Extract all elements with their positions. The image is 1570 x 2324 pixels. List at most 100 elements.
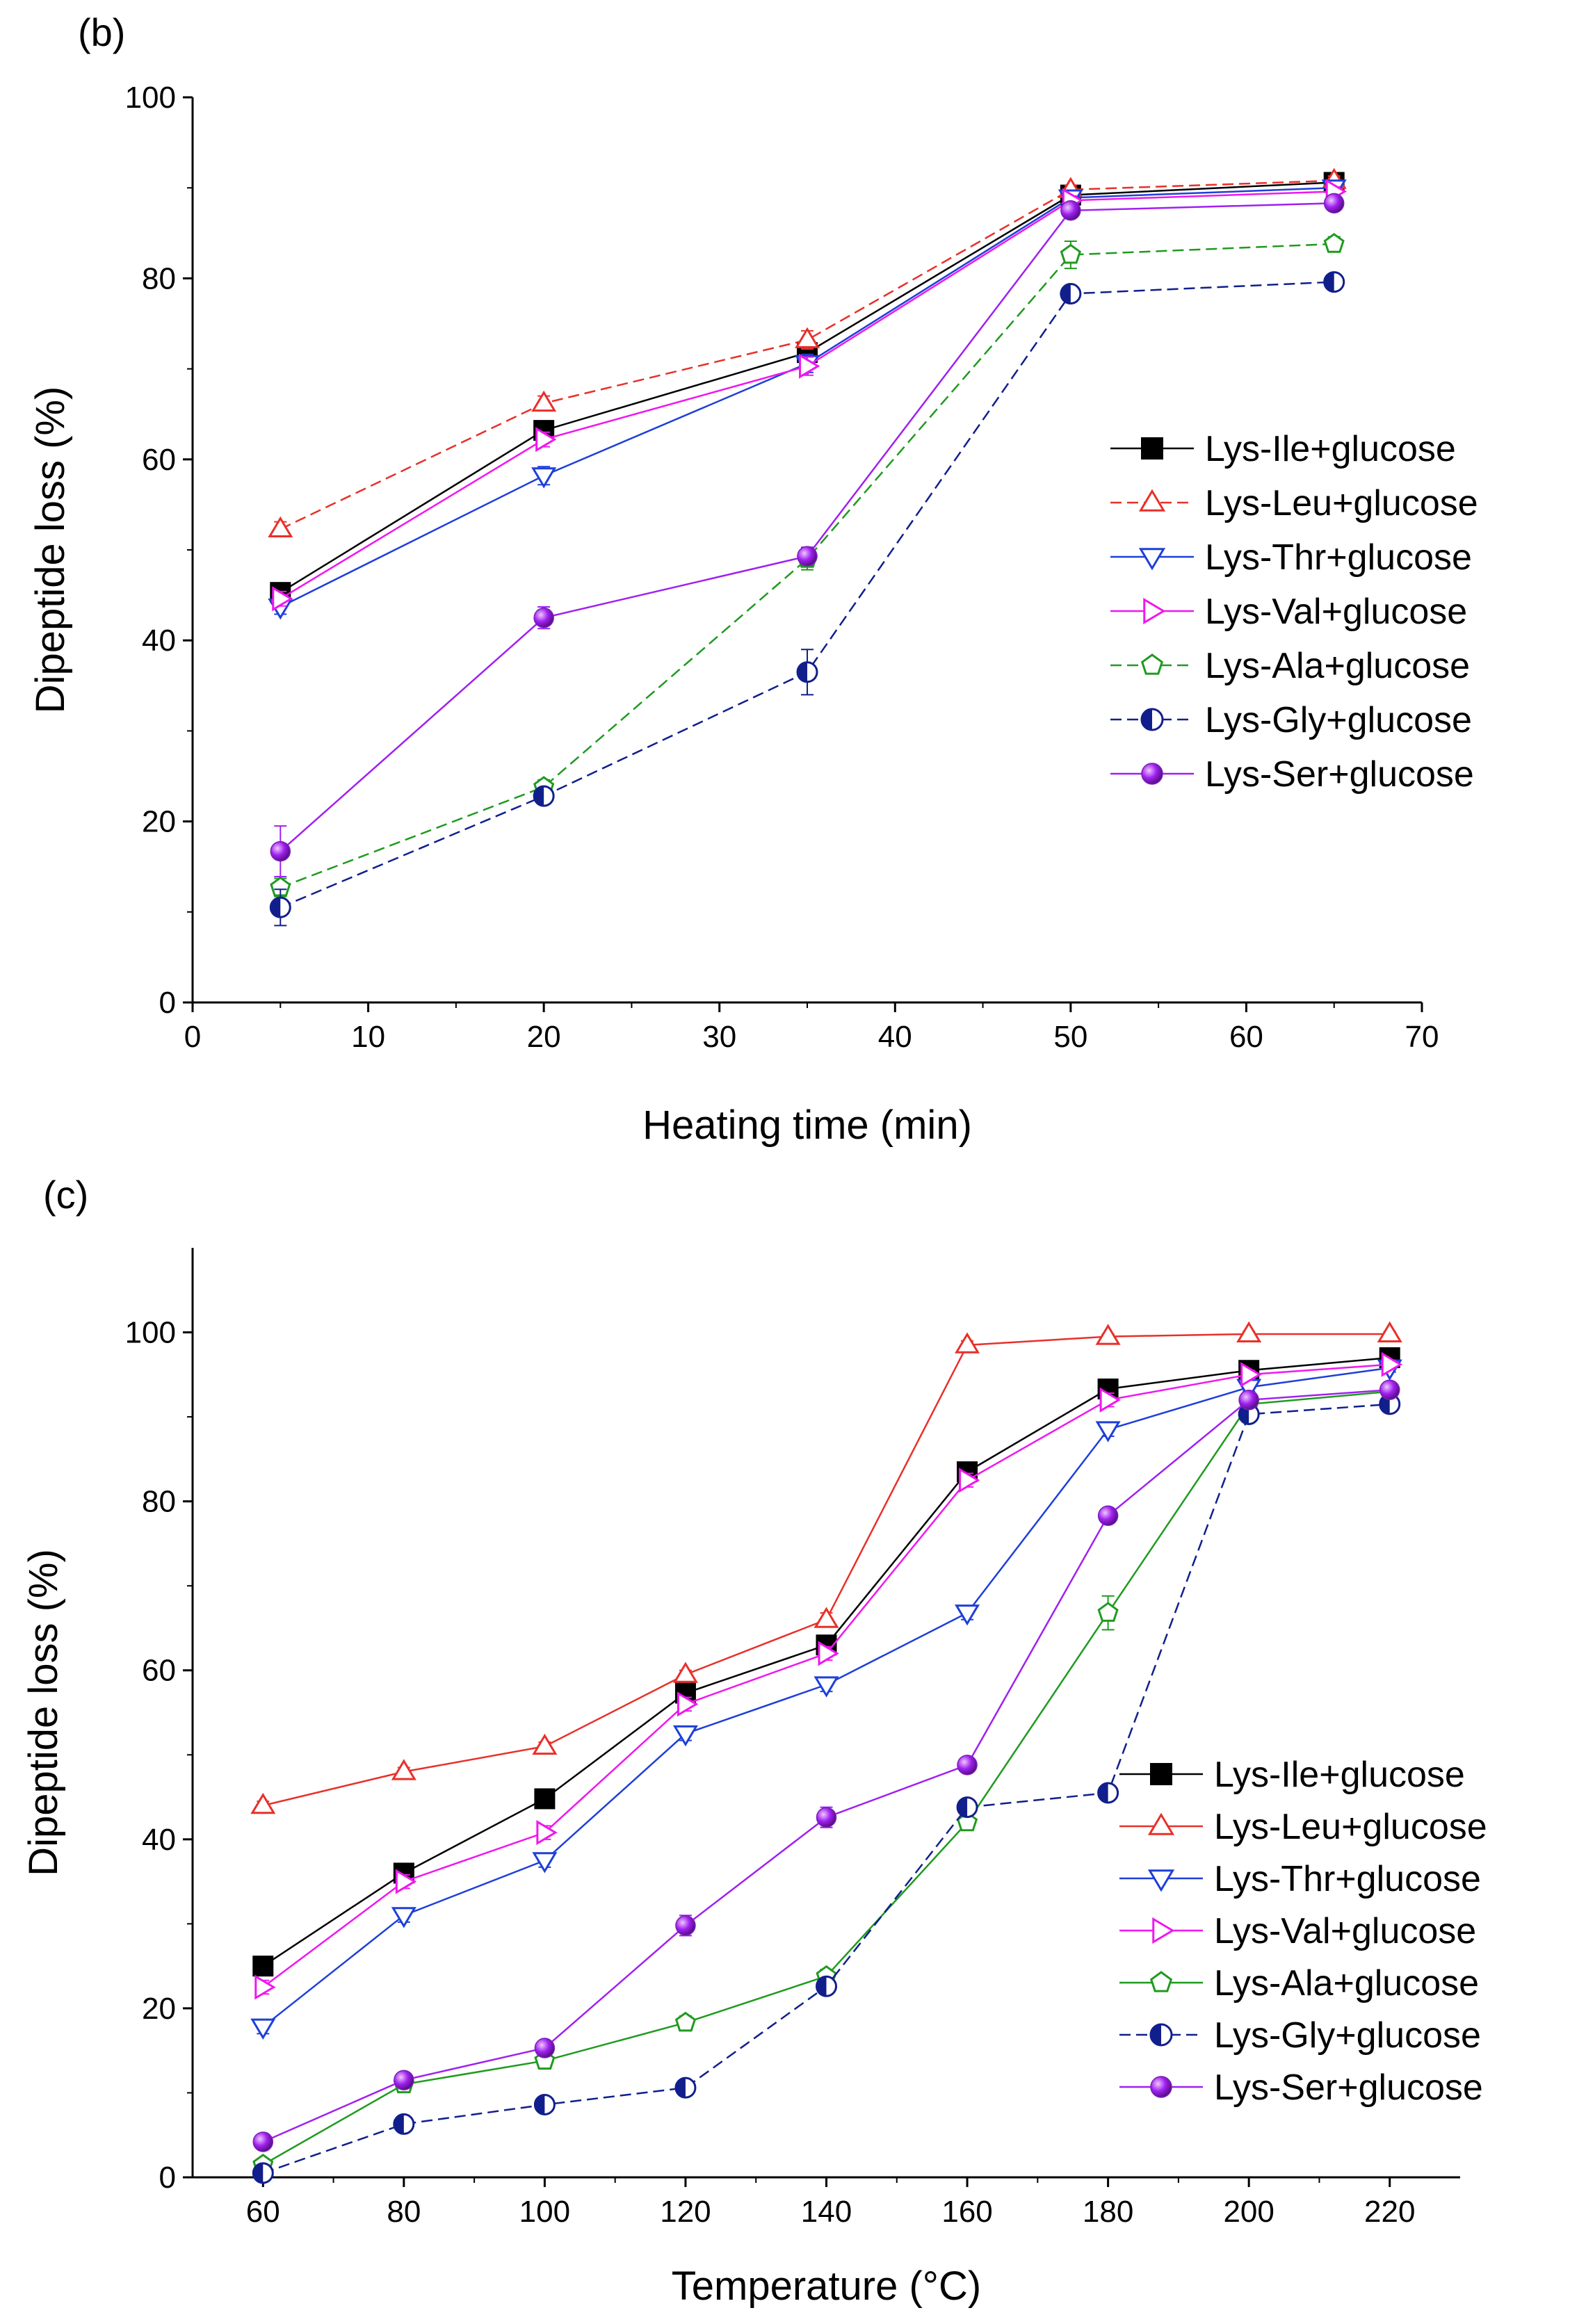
- data-point-lys-val-glucose: [1381, 1351, 1403, 1377]
- data-point-lys-leu-glucose: [1095, 1324, 1121, 1345]
- data-point-lys-thr-glucose: [1095, 1421, 1121, 1443]
- data-point-lys-ala-glucose: [1097, 1602, 1119, 1622]
- y-tick-label: 20: [142, 805, 176, 839]
- data-point-lys-val-glucose: [536, 1820, 558, 1846]
- data-point-lys-val-glucose: [535, 427, 557, 453]
- data-point-lys-ser-glucose: [533, 607, 554, 628]
- legend-label: Lys-Ile+glucose: [1205, 429, 1456, 469]
- legend-item-lys-ile-glucose: Lys-Ile+glucose: [1110, 429, 1456, 469]
- x-tick-label: 60: [1229, 1020, 1263, 1054]
- data-point-lys-ser-glucose: [1097, 1505, 1119, 1527]
- y-tick-label: 80: [142, 1485, 176, 1519]
- y-axis-title: Dipeptide loss (%): [21, 1549, 66, 1876]
- legend-label: Lys-Ile+glucose: [1214, 1755, 1465, 1795]
- data-point-lys-thr-glucose: [250, 2018, 276, 2040]
- data-point-lys-leu-glucose: [814, 1607, 839, 1628]
- data-point-lys-leu-glucose: [532, 1733, 558, 1755]
- data-point-lys-thr-glucose: [532, 1852, 558, 1874]
- x-tick-label: 70: [1405, 1020, 1439, 1054]
- x-tick-label: 10: [351, 1020, 385, 1054]
- data-point-lys-ser-glucose: [1060, 200, 1081, 221]
- data-point-lys-ile-glucose: [252, 1956, 274, 1977]
- data-point-lys-gly-glucose-fill: [675, 2078, 686, 2098]
- legend-marker: [1141, 437, 1163, 460]
- legend-item-lys-ser-glucose: Lys-Ser+glucose: [1110, 754, 1474, 795]
- data-point-lys-ser-glucose: [270, 840, 291, 862]
- data-point-lys-leu-glucose: [531, 390, 557, 412]
- series-line-lys-leu-glucose: [263, 1333, 1390, 1807]
- x-tick-label: 0: [184, 1020, 201, 1054]
- y-axis-title: Dipeptide loss (%): [28, 387, 73, 714]
- data-point-lys-leu-glucose: [672, 1661, 698, 1683]
- legend-marker: [1150, 2076, 1172, 2098]
- panel-label: (b): [78, 10, 125, 54]
- data-point-lys-gly-glucose-fill: [1324, 272, 1334, 292]
- legend-marker: [1147, 1869, 1175, 1892]
- x-tick-label: 100: [519, 2195, 570, 2229]
- legend-label: Lys-Thr+glucose: [1205, 537, 1472, 578]
- x-tick-label: 180: [1083, 2195, 1133, 2229]
- data-point-lys-ser-glucose: [1238, 1390, 1259, 1411]
- data-point-lys-ile-glucose: [534, 1788, 556, 1810]
- legend-marker: [1149, 1971, 1173, 1992]
- data-point-lys-ser-glucose: [534, 2038, 556, 2058]
- series-line-lys-val-glucose: [280, 190, 1334, 600]
- y-tick-label: 80: [142, 261, 176, 295]
- data-point-lys-ser-glucose: [252, 2131, 274, 2152]
- data-point-lys-leu-glucose: [1377, 1321, 1402, 1342]
- series-line-lys-ile-glucose: [280, 181, 1334, 594]
- y-tick-label: 60: [142, 443, 176, 477]
- data-point-lys-val-glucose: [799, 353, 820, 379]
- series-line-lys-leu-glucose: [280, 179, 1334, 530]
- legend-label: Lys-Thr+glucose: [1214, 1859, 1481, 1899]
- legend-label: Lys-Gly+glucose: [1214, 2015, 1481, 2056]
- series-lys-gly-glucose: [269, 271, 1345, 927]
- data-point-lys-leu-glucose: [250, 1792, 276, 1814]
- legend-item-lys-ile-glucose: Lys-Ile+glucose: [1119, 1755, 1465, 1795]
- legend-item-lys-gly-glucose: Lys-Gly+glucose: [1110, 700, 1472, 740]
- series-lys-ser-glucose: [270, 193, 1345, 878]
- data-point-lys-ser-glucose: [816, 1807, 837, 1828]
- data-point-lys-gly-glucose-fill: [1060, 284, 1071, 304]
- data-point-lys-leu-glucose: [268, 516, 293, 538]
- x-tick-label: 140: [801, 2195, 852, 2229]
- x-tick-label: 20: [527, 1020, 561, 1054]
- data-point-lys-gly-glucose-fill: [1098, 1782, 1108, 1803]
- legend-item-lys-val-glucose: Lys-Val+glucose: [1119, 1911, 1476, 1951]
- x-tick-label: 40: [878, 1020, 912, 1054]
- legend-item-lys-thr-glucose: Lys-Thr+glucose: [1110, 537, 1472, 578]
- data-point-lys-ala-glucose: [674, 2011, 697, 2032]
- data-point-lys-ser-glucose: [394, 2070, 414, 2090]
- chart-panel-c: (c) 0 20 40 60 80 100 60 80 100 120 140 160 180 200 220…: [21, 1173, 1487, 2309]
- legend-label: Lys-Ser+glucose: [1214, 2067, 1483, 2108]
- y-tick-label: 40: [142, 1823, 176, 1857]
- series-line-lys-ala-glucose: [280, 243, 1334, 888]
- data-point-lys-thr-glucose: [531, 467, 557, 489]
- data-point-lys-leu-glucose: [391, 1759, 416, 1780]
- legend-label: Lys-Leu+glucose: [1205, 483, 1478, 523]
- data-point-lys-gly-glucose-fill: [957, 1797, 968, 1817]
- data-point-lys-val-glucose: [272, 586, 293, 612]
- data-point-lys-gly-glucose-fill: [253, 2163, 264, 2183]
- legend-item-lys-ala-glucose: Lys-Ala+glucose: [1110, 646, 1470, 686]
- legend-marker: [1140, 653, 1164, 675]
- legend-label: Lys-Val+glucose: [1214, 1911, 1476, 1951]
- data-point-lys-thr-glucose: [955, 1604, 980, 1626]
- x-axis-title: Temperature (°C): [672, 2264, 981, 2309]
- legend-item-lys-ser-glucose: Lys-Ser+glucose: [1119, 2067, 1483, 2108]
- series-lys-val-glucose: [272, 179, 1348, 612]
- data-point-lys-val-glucose: [395, 1869, 417, 1894]
- data-point-lys-leu-glucose: [1236, 1321, 1262, 1342]
- series-lys-leu-glucose: [250, 1321, 1402, 1814]
- legend-marker: [1147, 1812, 1175, 1835]
- data-point-lys-thr-glucose: [391, 1907, 416, 1928]
- data-point-lys-ala-glucose: [1060, 243, 1081, 264]
- x-tick-label: 50: [1053, 1020, 1087, 1054]
- y-tick-label: 20: [142, 1992, 176, 2026]
- legend-label: Lys-Leu+glucose: [1214, 1807, 1487, 1847]
- x-tick-label: 220: [1364, 2195, 1415, 2229]
- x-tick-label: 160: [941, 2195, 992, 2229]
- data-point-lys-gly-glucose-fill: [798, 662, 807, 682]
- x-tick-label: 30: [702, 1020, 736, 1054]
- data-point-lys-leu-glucose: [955, 1332, 980, 1354]
